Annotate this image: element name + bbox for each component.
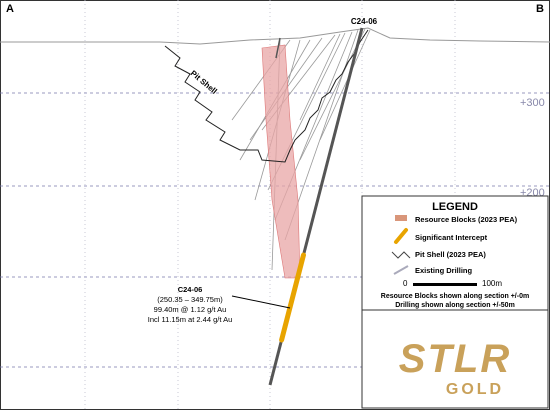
scale-end: 100m <box>482 279 502 288</box>
callout-interval: (250.35 – 349.75m) <box>157 295 223 304</box>
logo: STLR <box>399 337 511 381</box>
legend-swatch <box>393 265 409 275</box>
legend-swatch <box>391 251 411 259</box>
legend-item: Pit Shell (2023 PEA) <box>415 250 486 259</box>
pit-shell <box>164 29 369 163</box>
section-end: A <box>6 3 14 15</box>
legend-swatch <box>394 228 408 244</box>
callout-hole: C24-06 <box>178 285 203 294</box>
legend-swatch <box>395 215 407 221</box>
legend-title: LEGEND <box>432 201 478 213</box>
scale-start: 0 <box>403 279 408 288</box>
legend-note: Resource Blocks shown along section +/-0… <box>381 293 529 300</box>
logo-sub: GOLD <box>446 381 504 398</box>
elevation: +300 <box>520 97 545 109</box>
drill-hole <box>275 37 281 59</box>
legend-item: Existing Drilling <box>415 266 473 275</box>
section-end: B <box>536 3 544 15</box>
topography <box>0 27 550 45</box>
callout-result: 99.40m @ 1.12 g/t Au <box>154 305 227 314</box>
leader <box>231 295 291 309</box>
hole-label: C24-06 <box>351 17 378 26</box>
legend-item: Significant Intercept <box>415 233 488 242</box>
legend-item: Resource Blocks (2023 PEA) <box>415 215 518 224</box>
scale-bar <box>413 283 477 286</box>
callout-including: Incl 11.15m at 2.44 g/t Au <box>148 315 233 324</box>
legend-note: Drilling shown along section +/-50m <box>395 302 515 309</box>
legend-items: Resource Blocks (2023 PEA) Significant I… <box>415 215 518 275</box>
callout: C24-06 (250.35 – 349.75m) 99.40m @ 1.12 … <box>148 285 233 324</box>
intercept <box>279 252 306 343</box>
logo-box <box>361 309 549 409</box>
grid <box>0 92 550 368</box>
